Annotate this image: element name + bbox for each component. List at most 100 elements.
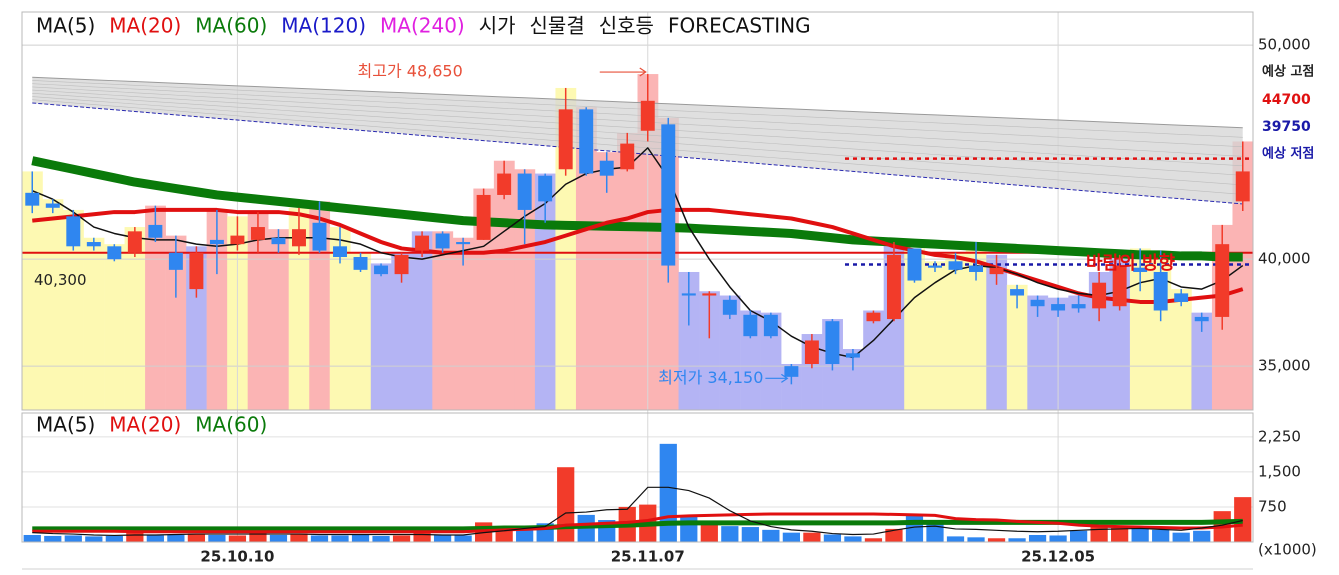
signal-shade [945, 252, 967, 410]
volume-bar [741, 527, 759, 542]
candle-body [312, 222, 327, 251]
signal-shade [350, 252, 372, 410]
signal-shade [986, 254, 1008, 410]
forecast-upper [32, 76, 1243, 129]
volume-bar [351, 534, 370, 542]
signal-shade [514, 169, 536, 410]
candle-body [722, 299, 737, 315]
volume-bar [823, 534, 842, 542]
signal-shade [575, 107, 597, 410]
candle-body [1235, 171, 1250, 202]
ma-line [31, 147, 1244, 359]
signal-shade [329, 227, 351, 410]
candle-body [928, 265, 942, 268]
label-layer: 예상 고점 44700 39750 예상 저점 (x1000) MA(5) MA(… [21, 11, 1317, 570]
wind-annotation: 바람의 방향 [1086, 253, 1176, 274]
signal-shade [1068, 295, 1090, 410]
candle-body [969, 265, 984, 272]
candle-body [497, 173, 512, 195]
candle-body [148, 224, 163, 238]
candle-body [209, 239, 224, 245]
volume-bar [1028, 534, 1047, 542]
volume-bar [700, 521, 718, 542]
candle-body [763, 314, 778, 337]
signal-shade [842, 349, 864, 410]
signal-shade [411, 231, 433, 410]
volume-bar [1152, 529, 1170, 542]
signal-shade [924, 261, 946, 410]
candle-body [435, 233, 450, 249]
candle-body [333, 246, 347, 258]
low-arrow [765, 373, 789, 383]
legend-entry: 신물결 [530, 14, 585, 38]
volume-bar [187, 533, 206, 542]
candle-body [189, 252, 204, 290]
signal-shade [22, 171, 43, 410]
signal-shade [699, 291, 720, 410]
volume-bar [721, 526, 739, 542]
volume-bar [946, 536, 965, 542]
volume-bar [905, 515, 924, 542]
candle-body [1010, 289, 1025, 296]
candle-body [517, 173, 532, 210]
volume-bar [310, 535, 329, 542]
forecast-hatch [32, 93, 1243, 176]
forecast-hatch [32, 80, 1243, 138]
volume-bar [392, 535, 411, 542]
volume-bar [782, 532, 800, 542]
signal-shade [1027, 295, 1049, 410]
candle-body [1194, 316, 1209, 322]
reference-label: 40,300 [34, 271, 87, 289]
legend-entry: MA(60) [195, 413, 267, 437]
candle-body [353, 257, 368, 270]
candle-body [1030, 299, 1045, 307]
legend-entry: MA(240) [380, 14, 465, 38]
forecast-high-value: 44700 [1262, 92, 1311, 108]
candle-body [271, 237, 286, 245]
volume-bar [1008, 538, 1026, 542]
ma-line [32, 207, 1244, 304]
price-frame [21, 11, 1254, 411]
volume-bar [1131, 527, 1149, 542]
volume-bar [1193, 530, 1211, 542]
volume-bar [208, 534, 226, 542]
candle-body [866, 312, 881, 322]
forecast-low-label: 예상 저점 [1262, 146, 1314, 162]
candle-body [107, 246, 122, 260]
forecast-lower [32, 102, 1243, 205]
signal-shade [268, 229, 290, 410]
candle-body [743, 314, 758, 337]
candle-body [681, 293, 696, 296]
forecast-hatch [32, 96, 1243, 186]
y-tick-label: 1,500 [1258, 462, 1301, 480]
forecast-hatch [32, 99, 1243, 195]
candle-body [702, 293, 717, 296]
volume-bar [64, 535, 82, 542]
candle-body [579, 109, 594, 174]
signal-shade [719, 295, 741, 410]
signal-shade [1191, 312, 1213, 410]
volume-bar [762, 529, 780, 542]
x-tick-label: 25.12.05 [1021, 548, 1095, 566]
candle-body [620, 143, 635, 170]
signal-shade [63, 209, 84, 410]
volume-bar [1234, 497, 1252, 542]
candle-body [1051, 304, 1066, 311]
signal-shade [863, 310, 884, 410]
volume-bar [1049, 535, 1067, 542]
signal-shade [206, 209, 228, 410]
forecast-hatch [32, 86, 1243, 157]
candle-body [1112, 265, 1127, 307]
volume-unit: (x1000) [1258, 541, 1317, 559]
candle-body [476, 194, 491, 240]
signal-shade [596, 152, 618, 410]
signal-shade [904, 248, 926, 410]
signal-shade [145, 205, 166, 410]
volume-bar [680, 515, 698, 542]
signal-shade [534, 173, 556, 410]
volume-bar [23, 534, 41, 542]
candle-body [1153, 271, 1168, 311]
volume-bar [1090, 526, 1108, 542]
y-tick-label: 40,000 [1258, 250, 1311, 268]
